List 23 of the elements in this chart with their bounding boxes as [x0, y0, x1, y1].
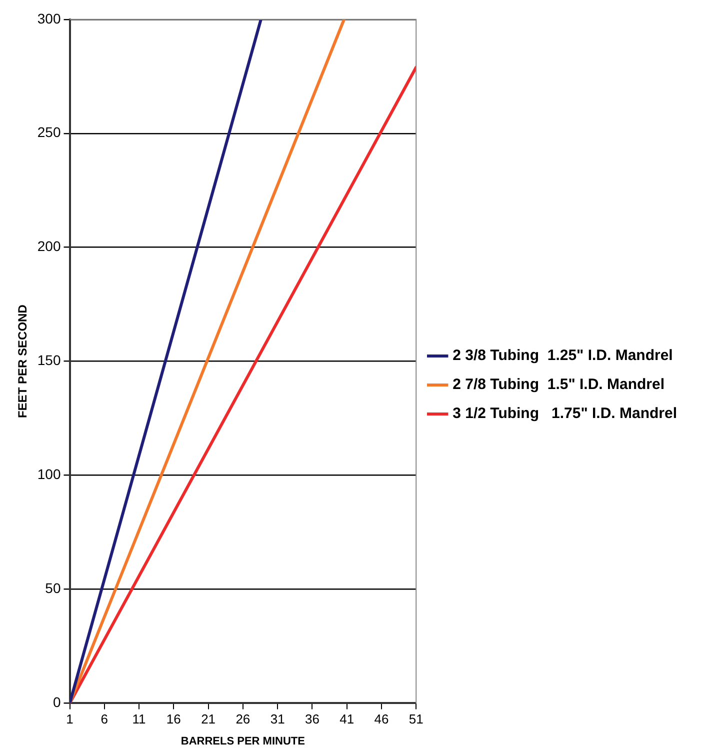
x-tick-label: 31: [270, 712, 285, 727]
x-tick-label: 1: [66, 712, 74, 727]
x-tick-label: 16: [166, 712, 181, 727]
y-tick-label: 200: [37, 238, 61, 254]
y-tick-label: 150: [37, 352, 61, 368]
x-tick-label: 6: [100, 712, 108, 727]
x-tick-label: 41: [340, 712, 354, 727]
x-tick-label: 21: [201, 712, 216, 727]
x-tick-label: 51: [408, 712, 424, 727]
x-tick-label: 26: [236, 712, 250, 727]
x-axis-title: BARRELS PER MINUTE: [180, 735, 305, 748]
x-tick-label: 11: [132, 712, 146, 727]
y-tick-label: 250: [37, 124, 61, 140]
y-tick-label: 50: [45, 580, 61, 596]
x-tick-label: 46: [374, 712, 389, 727]
y-tick-label: 0: [52, 694, 61, 710]
y-axis-title: FEET PER SECOND: [16, 304, 30, 418]
legend-label: 2 7/8 Tubing 1.5" I.D. Mandrel: [452, 376, 664, 394]
y-tick-label: 100: [37, 466, 61, 482]
legend-label: 3 1/2 Tubing 1.75" I.D. Mandrel: [452, 405, 678, 422]
x-tick-label: 36: [304, 712, 320, 727]
legend-label: 2 3/8 Tubing 1.25" I.D. Mandrel: [452, 347, 673, 364]
y-tick-label: 300: [37, 10, 61, 26]
